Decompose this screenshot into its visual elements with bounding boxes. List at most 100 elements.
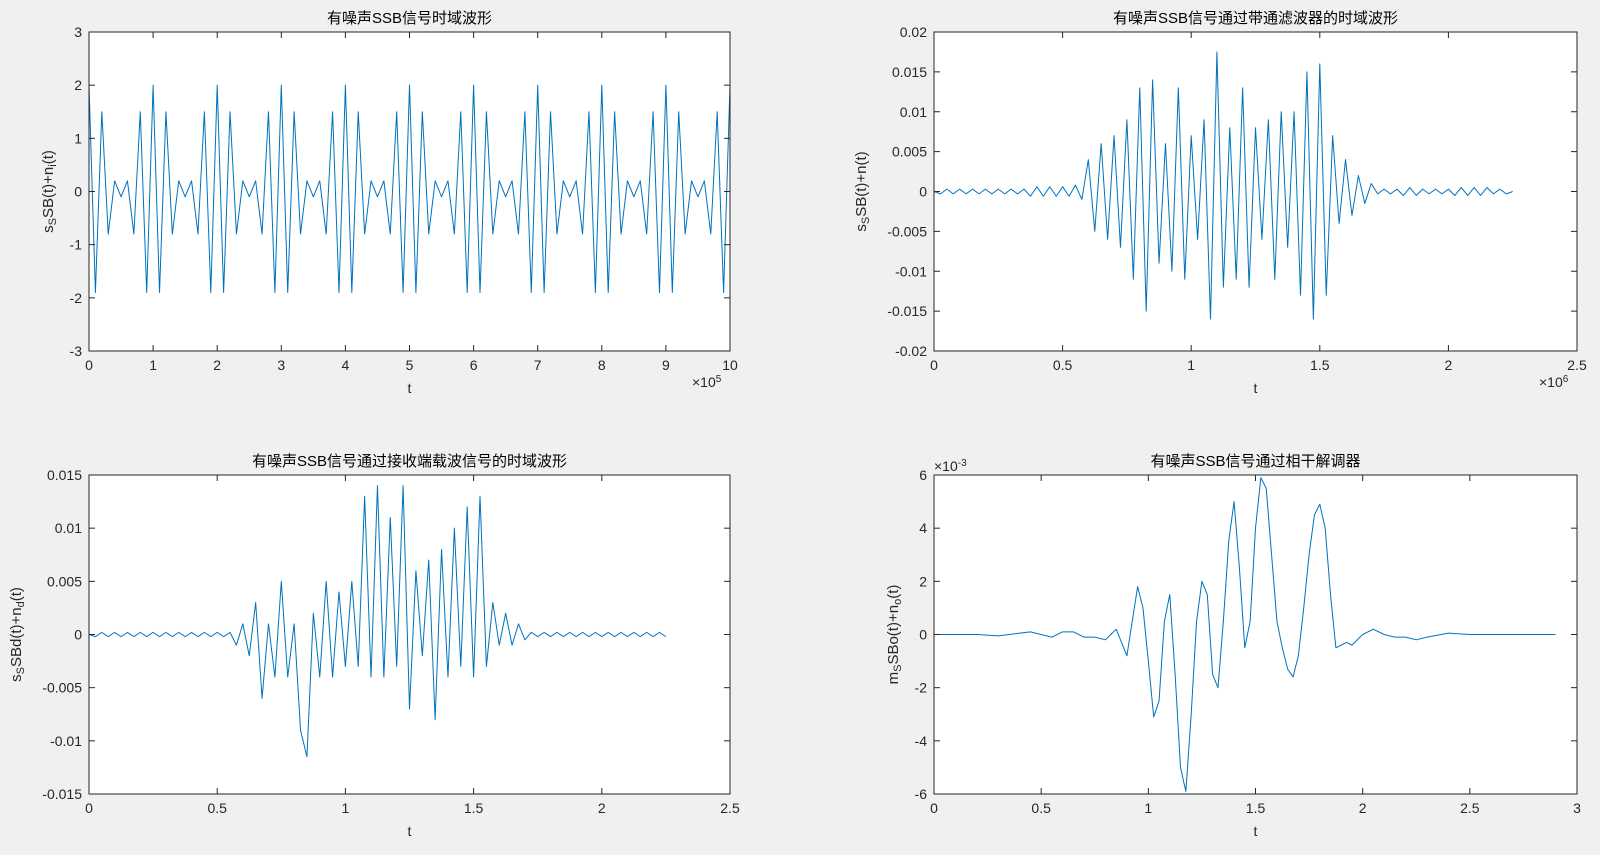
y-label-part: (t): [885, 585, 902, 599]
x-tick-label: 1: [1144, 800, 1152, 816]
y-tick-label: 3: [74, 24, 82, 40]
scale-base: ×10: [934, 458, 958, 474]
y-tick-label: -0.015: [42, 786, 82, 802]
data-line: [88, 84, 731, 294]
x-axis-label: t: [1254, 380, 1258, 396]
y-tick-label: 0.02: [900, 24, 927, 40]
x-axis-label: t: [408, 380, 412, 396]
y-tick-label: 0.005: [892, 144, 927, 160]
x-tick-label: 10: [722, 357, 738, 373]
y-label-subscript: S: [860, 217, 872, 224]
x-scale-label: ×105: [692, 374, 722, 391]
x-tick-label: 6: [470, 357, 478, 373]
x-tick-label: 1.5: [1246, 800, 1266, 816]
y-tick-label: 1: [74, 130, 82, 146]
x-tick-label: 0: [930, 357, 938, 373]
y-tick-label: -0.005: [887, 223, 927, 239]
y-axis-label: mSSBo(t)+no(t): [885, 585, 904, 685]
y-tick-label: 2: [74, 77, 82, 93]
plot-area: [89, 475, 730, 794]
y-label-subscript: S: [892, 665, 904, 672]
x-tick-label: 1: [149, 357, 157, 373]
y-label-part: s: [853, 224, 870, 232]
y-scale-label: ×10-3: [934, 458, 967, 475]
chart-title: 有噪声SSB信号通过带通滤波器的时域波形: [1113, 9, 1398, 27]
x-tick-label: 2: [1445, 357, 1453, 373]
x-tick-label: 0.5: [1053, 357, 1073, 373]
y-label-part: SBd(t)+n: [8, 607, 25, 667]
y-tick-label: -6: [915, 786, 928, 802]
y-tick-label: 0.015: [892, 64, 927, 80]
x-tick-label: 1.5: [1310, 357, 1330, 373]
y-tick-label: -0.01: [895, 263, 927, 279]
x-tick-label: 3: [1573, 800, 1581, 816]
x-tick-label: 0: [85, 357, 93, 373]
y-tick-label: 0.01: [55, 520, 82, 536]
x-axis-label: t: [1254, 823, 1258, 839]
data-line: [88, 485, 667, 758]
x-axis-label: t: [408, 823, 412, 839]
x-tick-label: 2: [598, 800, 606, 816]
x-tick-label: 0: [85, 800, 93, 816]
x-tick-label: 1: [342, 800, 350, 816]
chart-title: 有噪声SSB信号时域波形: [327, 9, 492, 27]
x-tick-label: 2.5: [720, 800, 740, 816]
y-tick-label: -0.005: [42, 680, 82, 696]
subplot: 0 0.5 1 1.5 2 2.5 -0.015 -0.01 -0.005 0 0.005 0.01 0…: [8, 452, 740, 839]
x-tick-label: 3: [277, 357, 285, 373]
y-label-part: m: [885, 672, 902, 685]
x-tick-label: 5: [406, 357, 414, 373]
data-line: [934, 477, 1556, 792]
y-axis-label: sSSB(t)+n(t): [853, 151, 872, 231]
x-tick-label: 1.5: [464, 800, 484, 816]
y-label-part: (t): [40, 150, 57, 164]
x-tick-label: 8: [598, 357, 606, 373]
y-tick-label: 0: [74, 184, 82, 200]
x-tick-label: 0.5: [207, 800, 227, 816]
x-tick-label: 2: [213, 357, 221, 373]
y-axis-label: sSSB(t)+ni(t): [40, 150, 59, 233]
y-label-part: SB(t)+n(t): [853, 151, 870, 216]
scale-exponent: 6: [1563, 374, 1569, 385]
y-tick-label: 0: [74, 627, 82, 643]
scale-exponent: -3: [958, 458, 967, 469]
x-tick-label: 2.5: [1567, 357, 1587, 373]
x-tick-label: 7: [534, 357, 542, 373]
y-tick-label: -0.01: [50, 733, 82, 749]
y-tick-label: 0: [919, 627, 927, 643]
scale-base: ×10: [692, 374, 716, 390]
data-line: [933, 51, 1513, 320]
y-tick-label: -2: [70, 290, 83, 306]
y-label-part: s: [40, 225, 57, 233]
y-tick-label: 2: [919, 573, 927, 589]
x-scale-label: ×106: [1539, 374, 1569, 391]
x-tick-label: 1: [1187, 357, 1195, 373]
x-tick-label: 2.5: [1460, 800, 1480, 816]
y-label-subscript: o: [892, 599, 904, 605]
subplot: 0 0.5 1 1.5 2 2.5 3 -6 -4 -2 0 2 4 6 有噪声SSB信号通过相干解调器 t m…: [885, 452, 1581, 839]
y-label-part: s: [8, 674, 25, 682]
subplot: 0 1 2 3 4 5 6 7 8 9 10 -3 -2 -1 0 1 2 3 有噪声SSB信号时域波形 t sSSB(…: [40, 9, 738, 396]
chart-title: 有噪声SSB信号通过接收端载波信号的时域波形: [252, 452, 567, 470]
y-label-part: SB(t)+n: [40, 167, 57, 218]
x-tick-label: 0.5: [1031, 800, 1051, 816]
y-tick-label: 0.015: [47, 467, 82, 483]
y-tick-label: -4: [915, 733, 928, 749]
x-tick-label: 9: [662, 357, 670, 373]
y-tick-label: -2: [915, 680, 928, 696]
y-label-subscript: i: [47, 164, 59, 166]
y-tick-label: -3: [70, 343, 83, 359]
y-tick-label: 0.01: [900, 104, 927, 120]
y-tick-label: 4: [919, 520, 927, 536]
y-label-subscript: S: [15, 667, 27, 674]
y-label-subscript: d: [15, 601, 27, 607]
scale-exponent: 5: [716, 374, 722, 385]
y-tick-label: 0: [919, 184, 927, 200]
scale-base: ×10: [1539, 374, 1563, 390]
y-tick-label: 6: [919, 467, 927, 483]
y-label-subscript: S: [47, 218, 59, 225]
y-tick-label: -1: [70, 237, 83, 253]
subplot: 0 0.5 1 1.5 2 2.5 -0.02 -0.015 -0.01 -0.005 0 0.005…: [853, 9, 1587, 396]
